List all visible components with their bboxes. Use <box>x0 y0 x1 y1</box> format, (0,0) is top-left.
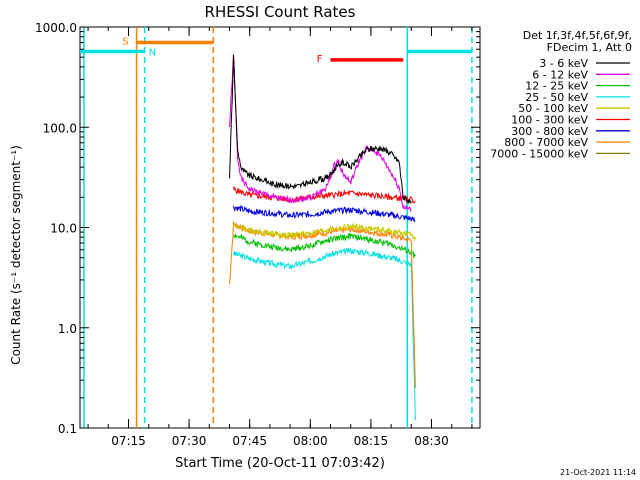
series-line-4 <box>233 222 416 242</box>
legend-label-3: 25 - 50 keV <box>525 91 588 104</box>
annotation-label-0: S <box>122 37 128 48</box>
plot-frame <box>79 26 481 429</box>
y-tick-label-1: 1.0 <box>58 322 77 336</box>
chart-title: RHESSI Count Rates <box>205 3 356 21</box>
legend-label-5: 100 - 300 keV <box>511 114 588 127</box>
y-axis-label: Count Rate (s⁻¹ detector segment⁻¹) <box>9 145 23 365</box>
legend-label-6: 300 - 800 keV <box>511 125 588 138</box>
y-tick-label-4: 1000.0 <box>35 21 77 35</box>
y-tick-label-3: 100.0 <box>43 121 77 135</box>
series-line-6 <box>233 204 416 223</box>
series-line-5 <box>233 186 416 204</box>
legend-label-8: 7000 - 15000 keV <box>490 147 588 160</box>
legend-label-0: 3 - 6 keV <box>539 57 588 70</box>
annotation-label-3: F <box>317 54 323 65</box>
footer-date: 21-Oct-2021 11:14 <box>560 468 636 477</box>
series-line-0 <box>229 55 412 205</box>
x-tick-label-2: 07:45 <box>232 434 267 448</box>
legend-header-2: FDecim 1, Att 0 <box>547 41 632 54</box>
annotation-label-1: N <box>149 47 156 58</box>
series-line-2 <box>233 231 416 258</box>
series-line-1 <box>229 54 412 213</box>
y-tick-label-0: 0.1 <box>58 422 77 436</box>
x-tick-label-3: 08:00 <box>293 434 328 448</box>
y-tick-label-2: 10.0 <box>50 222 77 236</box>
x-tick-label-0: 07:15 <box>111 434 146 448</box>
x-axis-label: Start Time (20-Oct-11 07:03:42) <box>175 456 385 471</box>
x-tick-label-4: 08:15 <box>354 434 389 448</box>
legend-label-2: 12 - 25 keV <box>525 80 588 93</box>
x-tick-label-5: 08:30 <box>414 434 449 448</box>
series-line-3 <box>233 247 416 421</box>
x-tick-label-1: 07:30 <box>172 434 207 448</box>
legend-label-4: 50 - 100 keV <box>518 102 588 115</box>
legend-header-1: Det 1f,3f,4f,5f,6f,9f, <box>523 29 632 42</box>
legend-label-1: 6 - 12 keV <box>532 68 588 81</box>
legend-label-7: 800 - 7000 keV <box>504 136 588 149</box>
